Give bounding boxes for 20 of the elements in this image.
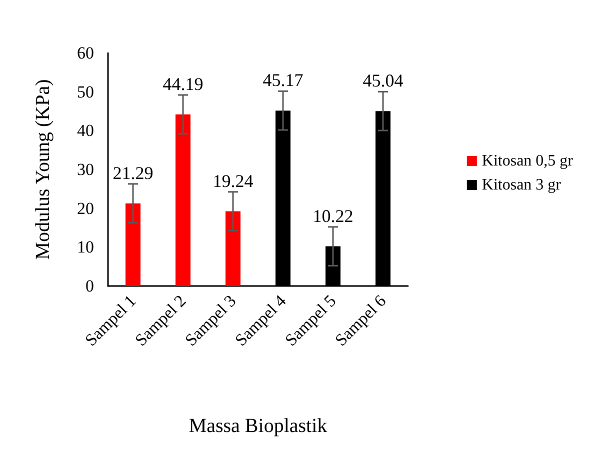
bar xyxy=(176,114,190,286)
y-tick-label: 0 xyxy=(86,276,94,296)
bar xyxy=(126,203,140,286)
y-tick-label: 50 xyxy=(77,82,94,102)
legend-label: Kitosan 0,5 gr xyxy=(482,152,574,170)
y-axis-title: Modulus Young (KPa) xyxy=(32,79,54,260)
data-label: 19.24 xyxy=(212,170,254,191)
legend-label: Kitosan 3 gr xyxy=(482,176,562,194)
data-label: 44.19 xyxy=(162,74,204,94)
x-axis-title: Massa Bioplastik xyxy=(188,415,328,437)
y-tick-label: 10 xyxy=(77,238,94,257)
y-tick-label: 20 xyxy=(77,198,94,218)
data-label: 21.29 xyxy=(112,162,154,183)
data-label: 45.17 xyxy=(262,70,304,90)
y-tick-label: 40 xyxy=(77,121,94,140)
data-label: 10.22 xyxy=(312,206,354,226)
data-label: 45.04 xyxy=(362,70,404,91)
y-tick-label: 30 xyxy=(77,160,94,179)
y-tick-label: 60 xyxy=(77,44,94,62)
bar xyxy=(226,211,240,286)
